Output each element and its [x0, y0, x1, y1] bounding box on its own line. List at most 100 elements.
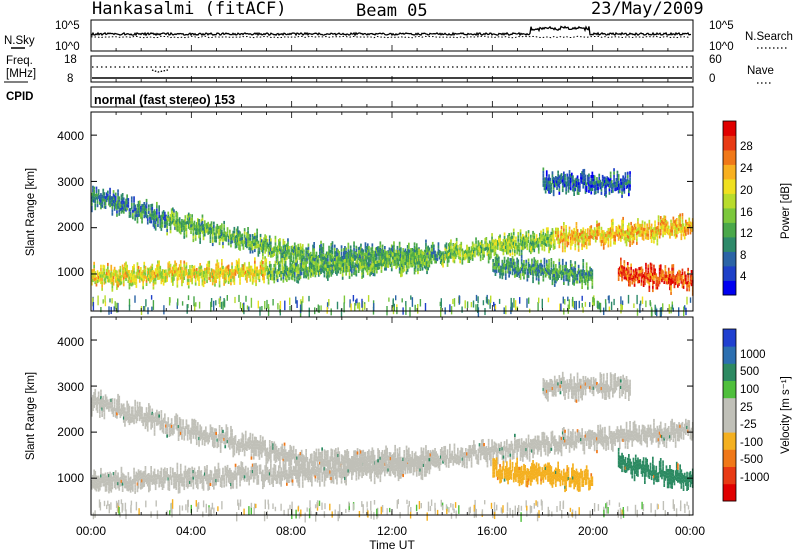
echo-cell [649, 272, 652, 276]
echo-cell [596, 177, 598, 181]
echo-cell [556, 183, 558, 187]
echo-cell [577, 188, 580, 192]
echo-cell [111, 272, 114, 276]
echo-cell [288, 270, 290, 274]
echo-cell [411, 264, 414, 268]
echo-cell [138, 207, 141, 211]
echo-cell [678, 215, 680, 219]
echo-cell [534, 272, 537, 276]
echo-cell [682, 226, 685, 230]
echo-cell [117, 205, 119, 209]
echo-cell [587, 276, 589, 280]
echo-cell [608, 185, 611, 189]
echo-cell [576, 273, 579, 278]
echo-cell [568, 272, 571, 276]
echo-cell [523, 239, 525, 243]
echo-cell [445, 255, 448, 259]
echo-cell [293, 242, 296, 246]
echo-cell [338, 257, 341, 261]
echo-cell [201, 230, 204, 234]
echo-cell [97, 192, 100, 196]
echo-cell [341, 255, 344, 259]
echo-cell [317, 273, 320, 277]
echo-cell [646, 276, 648, 280]
echo-cell [303, 262, 305, 266]
echo-cell [670, 219, 672, 223]
echo-cell [183, 263, 186, 268]
echo-cell [473, 246, 475, 250]
echo-cell [259, 261, 262, 265]
echo-cell [584, 187, 587, 191]
echo-cell [568, 226, 571, 230]
echo-cell [663, 280, 666, 284]
echo-cell [226, 295, 228, 301]
echo-cell [555, 280, 557, 284]
echo-cell [575, 238, 578, 242]
echo-cell [376, 270, 378, 274]
echo-cell [344, 252, 346, 256]
echo-cell [361, 272, 363, 276]
echo-cell [270, 244, 272, 248]
echo-cell [582, 182, 585, 186]
echo-cell [689, 231, 692, 235]
echo-cell [649, 275, 652, 279]
echo-cell [421, 267, 424, 271]
echo-cell [386, 260, 388, 265]
echo-cell [618, 235, 621, 239]
echo-cell [259, 268, 262, 272]
echo-cell [382, 262, 385, 266]
echo-cell [148, 271, 150, 275]
echo-cell [299, 266, 302, 270]
echo-cell [332, 256, 335, 260]
echo-cell [623, 263, 626, 267]
echo-cell [517, 259, 520, 263]
echo-cell [690, 276, 693, 280]
echo-cell [428, 261, 431, 265]
echo-cell [626, 231, 629, 235]
nsky-tick-bottom: 10^0 [55, 41, 80, 53]
echo-cell [509, 249, 512, 253]
echo-cell [238, 240, 240, 244]
echo-cell [620, 267, 622, 271]
echo-cell [185, 234, 188, 238]
echo-cell [157, 263, 159, 267]
echo-cell [251, 237, 254, 241]
echo-cell [662, 234, 664, 238]
echo-cell [327, 271, 329, 275]
echo-cell [166, 222, 168, 226]
echo-cell [532, 230, 534, 235]
echo-cell [590, 175, 593, 179]
echo-cell [439, 301, 441, 307]
echo-cell [346, 262, 349, 266]
echo-cell [582, 240, 585, 244]
echo-cell [103, 271, 106, 275]
echo-cell [566, 234, 569, 238]
echo-cell [401, 251, 403, 255]
echo-cell [336, 262, 338, 266]
echo-cell [630, 221, 632, 226]
echo-cell [557, 177, 559, 181]
echo-cell [190, 224, 192, 228]
echo-cell [282, 273, 285, 277]
echo-cell [664, 228, 667, 232]
echo-cell [572, 188, 574, 192]
echo-cell [280, 246, 282, 250]
echo-cell [270, 273, 272, 277]
echo-cell [628, 273, 630, 277]
echo-cell [596, 300, 599, 308]
echo-cell [279, 260, 281, 265]
echo-cell [117, 192, 119, 196]
echo-cell [457, 248, 459, 252]
echo-cell [482, 256, 484, 260]
echo-cell [545, 266, 548, 270]
echo-cell [537, 250, 540, 254]
echo-cell [151, 210, 154, 214]
echo-cell [591, 232, 594, 236]
echo-cell [649, 262, 652, 266]
echo-cell [454, 249, 457, 253]
echo-cell [621, 265, 623, 269]
echo-cell [239, 275, 241, 279]
echo-cell [666, 221, 669, 225]
echo-cell [599, 236, 602, 240]
echo-cell [617, 234, 620, 238]
